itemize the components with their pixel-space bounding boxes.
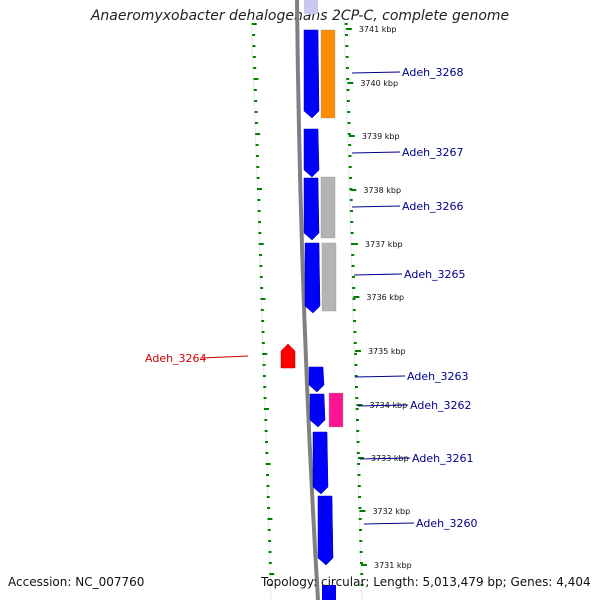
gene-arrow-forward	[312, 431, 329, 495]
partial-gene-top	[304, 0, 318, 14]
kbp-tick-label: 3735 kbp	[368, 347, 406, 356]
gene-label: Adeh_3265	[404, 268, 466, 281]
gene-leader-line	[359, 457, 411, 460]
gene-arrow-forward	[303, 29, 320, 119]
gene-label: Adeh_3263	[407, 370, 469, 383]
cog-category-bar	[320, 176, 336, 239]
gene-leader-line	[357, 404, 409, 407]
genome-backbone	[295, 0, 320, 600]
map-title: Anaeromyxobacter dehalogenans 2CP-C, com…	[90, 8, 510, 24]
outer-guide-line	[250, 19, 272, 600]
gene-leader-line	[363, 522, 415, 525]
minor-tick-marks	[251, 23, 364, 586]
gene-leader-line	[201, 355, 249, 359]
inner-guide-line	[343, 19, 363, 600]
cog-category-bar	[321, 242, 337, 312]
gene-label: Adeh_3268	[402, 66, 464, 79]
genome-summary-text: Topology: circular; Length: 5,013,479 bp…	[261, 575, 591, 589]
gene-arrow-forward	[309, 393, 326, 428]
kbp-tick-label: 3737 kbp	[365, 240, 403, 249]
cog-category-bar	[328, 392, 344, 428]
kbp-tick-label: 3736 kbp	[366, 293, 404, 302]
gene-leader-line	[353, 273, 403, 276]
gene-label: Adeh_3262	[410, 399, 472, 412]
gene-arrow-forward	[303, 177, 320, 241]
kbp-tick-label: 3732 kbp	[372, 507, 410, 516]
gene-labels: Adeh_3268 Adeh_3267 Adeh_3266 Adeh_3265 Adeh…	[145, 66, 478, 530]
gene-label: Adeh_3260	[416, 517, 478, 530]
kbp-tick-label: 3740 kbp	[360, 79, 398, 88]
gene-arrow-forward	[317, 495, 334, 566]
gene-arrow-forward	[303, 128, 320, 178]
gene-label: Adeh_3261	[412, 452, 474, 465]
kbp-tick-label: 3738 kbp	[363, 186, 401, 195]
gene-leader-line	[351, 71, 401, 74]
gene-label: Adeh_3266	[402, 200, 464, 213]
kbp-ticks: 3741 kbp 3740 kbp 3739 kbp 3738 kbp 3737 kbp…	[345, 25, 412, 570]
partial-gene-bottom	[322, 585, 336, 600]
kbp-tick-label: 3739 kbp	[362, 132, 400, 141]
gene-leader-line	[351, 205, 401, 208]
cog-category-bar	[320, 29, 336, 119]
gene-leader-line	[354, 375, 406, 378]
kbp-tick-label: 3741 kbp	[359, 25, 397, 34]
kbp-tick-label: 3731 kbp	[374, 561, 412, 570]
genes-layer	[280, 0, 344, 600]
gene-leader-line	[351, 151, 401, 154]
accession-text: Accession: NC_007760	[8, 575, 145, 589]
gene-arrow-reverse	[280, 343, 296, 369]
gene-label: Adeh_3267	[402, 146, 464, 159]
gene-arrow-forward	[308, 366, 325, 393]
gene-arrow-forward	[304, 242, 321, 314]
gene-label: Adeh_3264	[145, 352, 207, 365]
